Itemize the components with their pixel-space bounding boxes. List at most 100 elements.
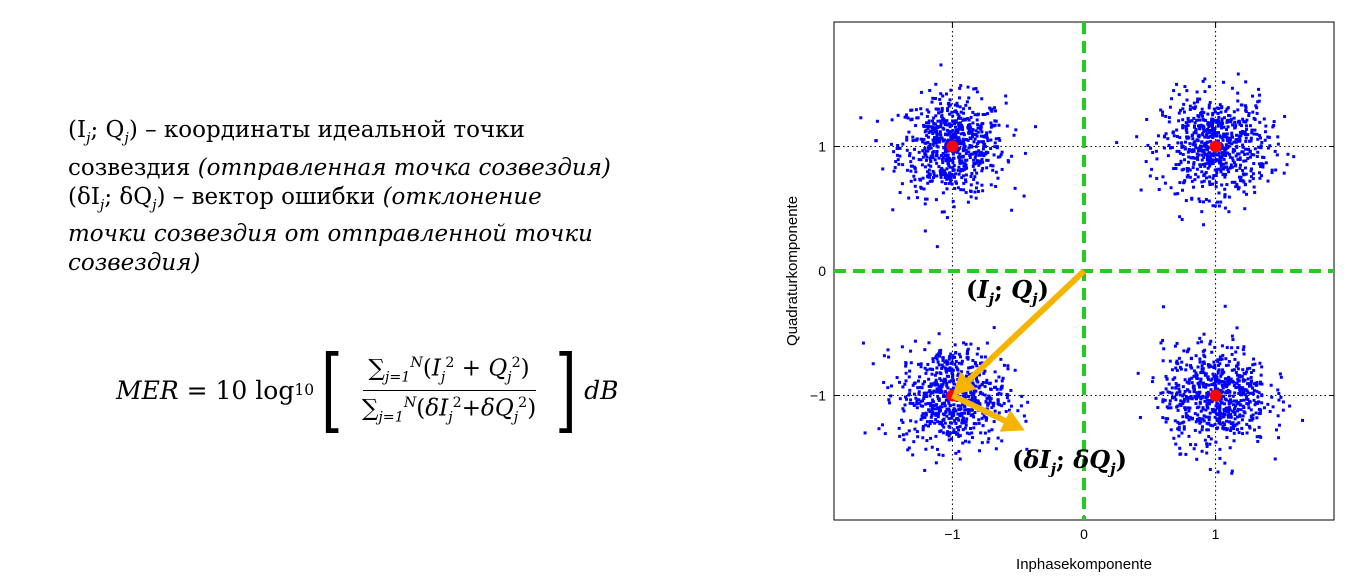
sample-point [932,140,936,144]
sample-point [1218,416,1222,420]
sample-point [1212,360,1216,364]
sample-point [1188,390,1192,394]
sample-point [960,359,964,363]
sample-point [1200,114,1204,118]
sample-point [1236,415,1240,419]
sample-point [959,407,963,411]
sample-point [988,130,992,134]
sample-point [898,397,902,401]
sample-point [927,121,931,125]
sample-point [1026,400,1030,404]
sample-point [1202,125,1206,129]
sample-point [1242,352,1246,356]
sample-point [1236,157,1240,161]
sample-point [935,161,939,165]
sample-point [1221,151,1225,155]
sample-point [903,403,907,407]
sample-point [976,160,980,164]
sample-point [935,152,939,156]
sample-point [959,404,963,408]
sample-point [1276,142,1280,146]
sample-point [1215,417,1219,421]
sample-point [945,407,949,411]
sample-point [972,390,976,394]
sample-point [1248,366,1252,370]
sample-point [1179,161,1183,165]
sample-point [1198,118,1202,122]
sample-point [1238,388,1242,392]
sample-point [1033,125,1037,129]
sample-point [1182,110,1186,114]
sample-point [1198,385,1202,389]
sample-point [880,423,884,427]
sample-point [894,160,898,164]
sample-point [1244,192,1248,196]
sample-point [993,109,997,113]
sample-point [976,140,980,144]
sample-point [989,125,993,129]
sample-point [978,449,982,453]
sample-point [1211,123,1215,127]
sample-point [1219,388,1223,392]
sample-point [1175,359,1179,363]
sample-point [1237,431,1241,435]
sample-point [1217,381,1221,385]
sample-point [967,146,971,150]
sample-point [980,441,984,445]
sample-point [947,407,951,411]
sample-point [1197,383,1201,387]
sample-point [1221,153,1225,157]
sample-point [1228,408,1232,412]
sample-point [948,366,952,370]
sample-point [923,348,927,352]
sample-point [923,366,927,370]
sample-point [1190,179,1194,183]
sample-point [1155,157,1159,161]
sample-point [1174,366,1178,370]
sample-point [1216,419,1220,423]
sample-point [1232,368,1236,372]
sample-point [1163,134,1167,138]
sample-point [1177,425,1181,429]
sample-point [1267,135,1271,139]
sample-point [1222,162,1226,166]
sample-point [944,368,948,372]
sample-point [1201,349,1205,353]
sample-point [1223,461,1227,465]
sample-point [931,368,935,372]
sample-point [932,176,936,180]
sample-point [929,159,933,163]
sample-point [1188,406,1192,410]
sample-point [938,169,942,173]
sample-point [1233,149,1237,153]
sample-point [1144,160,1148,164]
sample-point [1201,132,1205,136]
sample-point [1014,128,1018,132]
sample-point [1217,204,1221,208]
sample-point [1249,383,1253,387]
sample-point [970,144,974,148]
sample-point [976,189,980,193]
sample-point [960,176,964,180]
sample-point [1219,164,1223,168]
sample-point [1023,151,1027,155]
sample-point [947,417,951,421]
sample-point [935,406,939,410]
sample-point [919,90,923,94]
ideal-vector-label: (Ij; Qj) [966,275,1049,308]
sample-point [974,389,978,393]
sample-point [1193,121,1197,125]
sample-point [1196,139,1200,143]
sample-point [1232,410,1236,414]
sample-point [1002,401,1006,405]
sample-point [968,106,972,110]
sample-point [1238,166,1242,170]
sample-point [1270,395,1274,399]
sample-point [919,404,923,408]
sample-point [917,392,921,396]
sample-point [1230,117,1234,121]
sample-point [960,414,964,418]
sample-point [1268,144,1272,148]
sample-point [1192,369,1196,373]
sample-point [1259,373,1263,377]
